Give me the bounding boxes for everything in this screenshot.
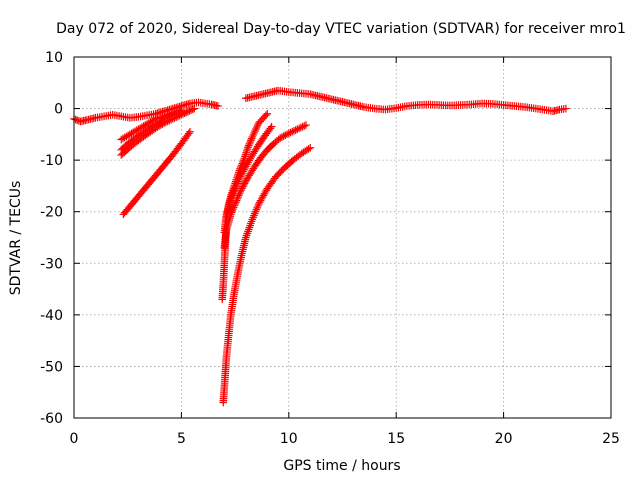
x-tick-label: 10 (280, 431, 298, 447)
data-point (562, 104, 570, 113)
data-point (302, 121, 310, 129)
data-series (70, 86, 570, 407)
series-arc-f (220, 121, 310, 252)
y-tick-label: -20 (40, 205, 63, 221)
data-point (272, 172, 280, 181)
series-arc-c (117, 104, 199, 159)
series-arc-late-baseline (242, 86, 570, 115)
x-axis-label: GPS time / hours (283, 458, 400, 474)
data-point (214, 102, 222, 110)
x-tick-label: 20 (495, 431, 513, 447)
chart-title: Day 072 of 2020, Sidereal Day-to-day VTE… (56, 21, 626, 37)
y-tick-label: -10 (40, 153, 63, 169)
series-arc-h (219, 143, 315, 407)
y-tick-label: -60 (40, 411, 63, 427)
data-point (190, 104, 199, 113)
data-point (276, 168, 285, 177)
x-tick-label: 25 (602, 431, 620, 447)
grid-lines (74, 57, 611, 418)
y-tick-label: 0 (54, 102, 63, 118)
y-axis-label: SDTVAR / TECUs (8, 181, 24, 296)
y-tick-label: -30 (40, 256, 63, 272)
x-tick-label: 0 (70, 431, 79, 447)
data-point (279, 165, 287, 174)
data-point (277, 167, 286, 175)
data-point (263, 109, 272, 118)
series-arc-g (220, 122, 276, 237)
data-point (186, 127, 194, 136)
tick-labels: 0 5 10 15 20 25 10 0 -10 -20 -30 -40 -50 -60 (40, 50, 620, 447)
series-arc-d (119, 127, 194, 219)
plot-frame (73, 56, 612, 419)
data-point (267, 122, 276, 131)
axis-ticks (73, 56, 612, 419)
y-tick-label: -40 (40, 308, 63, 324)
data-point (306, 143, 315, 152)
y-tick-label: -50 (40, 359, 63, 375)
x-tick-label: 5 (177, 431, 186, 447)
data-point (274, 169, 283, 178)
x-tick-label: 15 (387, 431, 405, 447)
y-tick-label: 10 (45, 50, 63, 66)
data-point (273, 171, 282, 179)
